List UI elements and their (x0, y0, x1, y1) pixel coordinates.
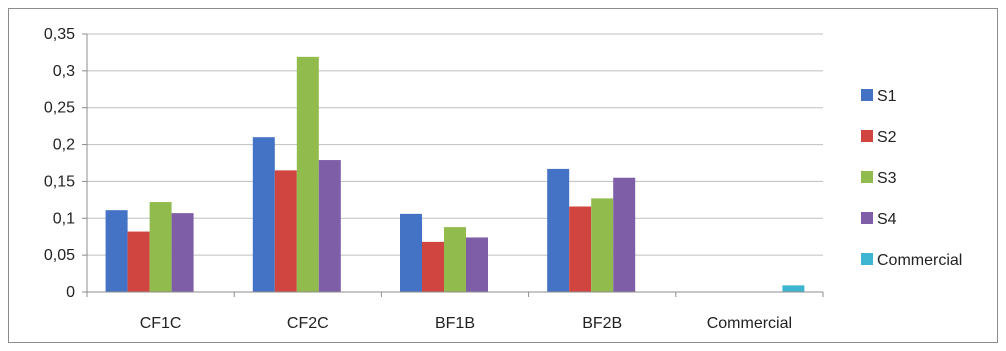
bar-s3-bf1b (444, 227, 466, 292)
bar-s2-bf1b (422, 241, 444, 292)
axes (82, 33, 824, 297)
legend-label-s1: S1 (877, 88, 897, 105)
y-tick-label: 0,25 (44, 100, 75, 117)
bar-commercial-commercial (782, 285, 805, 292)
bars (105, 56, 805, 293)
bar-s1-cf1c (105, 210, 128, 292)
bar-s3-cf1c (149, 202, 172, 292)
legend-swatch-s1 (861, 89, 873, 101)
x-category-label: Commercial (707, 315, 792, 332)
y-tick-label: 0,3 (53, 63, 75, 80)
legend-label-s2: S2 (877, 129, 897, 146)
y-tick-label: 0,35 (44, 26, 75, 43)
legend-label-s4: S4 (877, 211, 897, 228)
x-category-label: BF1B (435, 315, 475, 332)
chart-frame: 0 0,05 0,1 0,15 0,2 0,25 0,3 0,35 CF1C CF2C BF1B B… (8, 8, 998, 343)
legend-label-s3: S3 (877, 170, 897, 187)
bar-s4-cf1c (171, 213, 194, 292)
legend-label-commercial: Commercial (877, 252, 962, 269)
bar-s4-bf2b (613, 177, 636, 292)
y-tick-label: 0 (66, 284, 75, 301)
legend: S1 S2 S3 S4 Commercial (861, 88, 962, 269)
legend-swatch-s3 (861, 171, 873, 183)
bar-s2-cf1c (127, 231, 150, 292)
y-tick-label: 0,2 (53, 137, 75, 154)
x-category-label: CF1C (140, 315, 182, 332)
bar-s3-cf2c (296, 56, 319, 293)
y-tick-label: 0,05 (44, 247, 75, 264)
bar-chart: 0 0,05 0,1 0,15 0,2 0,25 0,3 0,35 CF1C CF2C BF1B B… (44, 26, 962, 332)
bar-s2-bf2b (569, 206, 592, 292)
bar-s1-bf1b (400, 213, 422, 292)
y-tick-label: 0,15 (44, 173, 75, 190)
x-category-label: CF2C (287, 315, 329, 332)
x-category-labels: CF1C CF2C BF1B BF2B Commercial (140, 315, 792, 332)
y-tick-label: 0,1 (53, 210, 75, 227)
gridlines (87, 33, 823, 256)
bar-s4-bf1b (466, 237, 488, 292)
legend-swatch-s2 (861, 130, 873, 142)
bar-s1-cf2c (252, 137, 275, 292)
bar-s2-cf2c (274, 170, 297, 292)
x-category-label: BF2B (582, 315, 622, 332)
bar-s3-bf2b (591, 198, 614, 292)
y-tick-labels: 0 0,05 0,1 0,15 0,2 0,25 0,3 0,35 (44, 26, 75, 301)
legend-swatch-s4 (861, 212, 873, 224)
bar-s4-cf2c (318, 160, 341, 292)
legend-swatch-commercial (861, 253, 873, 265)
bar-s1-bf2b (547, 168, 570, 292)
